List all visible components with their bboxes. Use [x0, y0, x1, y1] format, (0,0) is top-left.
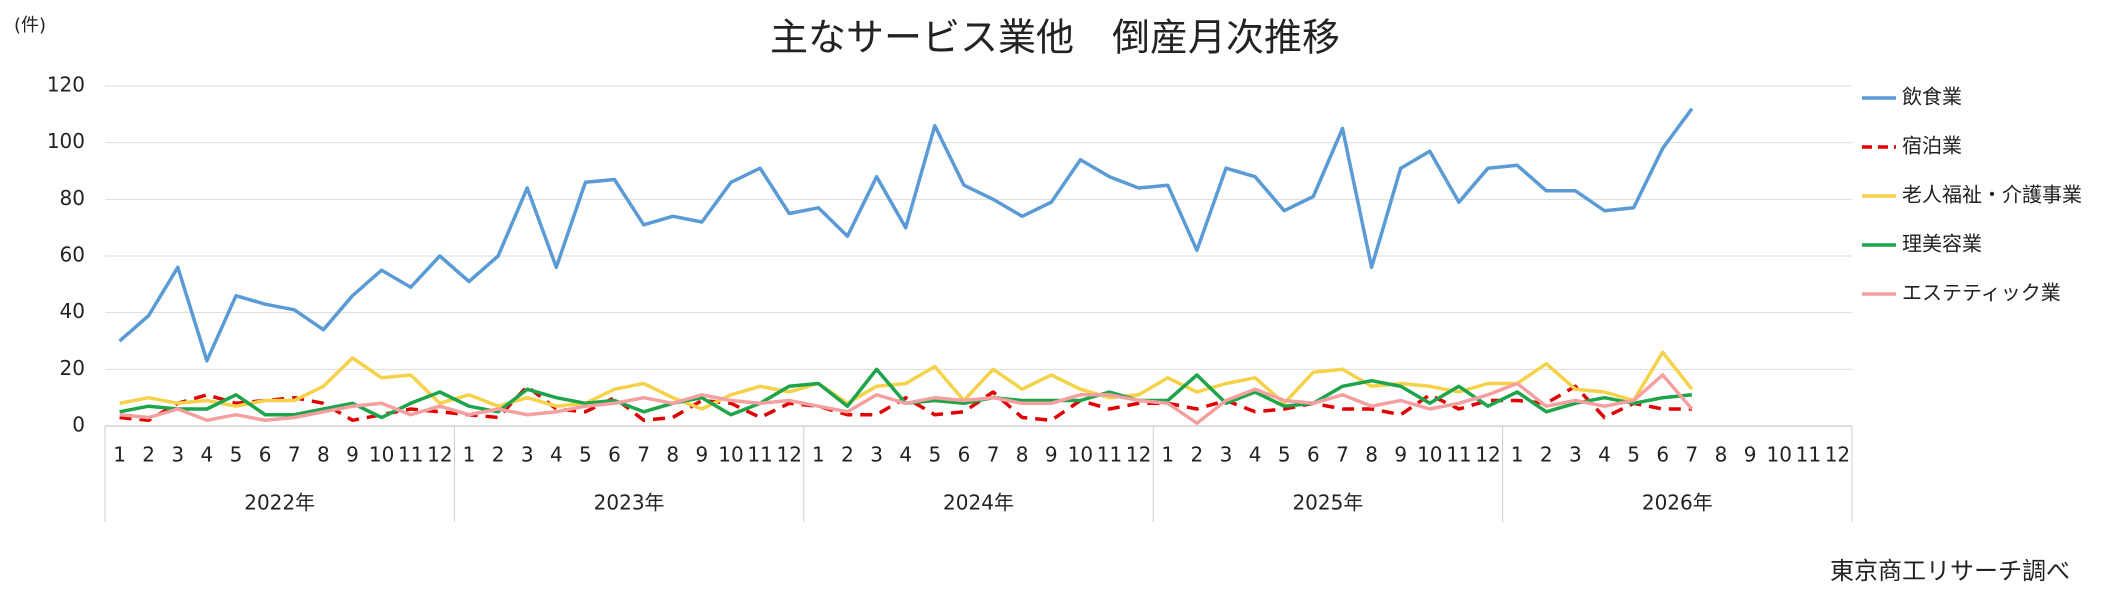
x-tick-label: 8	[317, 443, 330, 467]
x-tick-label: 8	[666, 443, 679, 467]
year-label: 2024年	[943, 491, 1014, 515]
y-tick-label: 100	[47, 129, 85, 153]
x-tick-label: 1	[463, 443, 476, 467]
x-tick-label: 7	[987, 443, 1000, 467]
x-tick-label: 4	[1598, 443, 1611, 467]
x-tick-label: 3	[1220, 443, 1233, 467]
x-tick-label: 7	[288, 443, 301, 467]
series-line	[119, 384, 1692, 423]
x-tick-label: 4	[1249, 443, 1262, 467]
chart-title: 主なサービス業他 倒産月次推移	[770, 16, 1340, 60]
x-tick-label: 7	[1685, 443, 1698, 467]
x-tick-label: 10	[369, 443, 394, 467]
x-tick-label: 12	[1825, 443, 1850, 467]
x-tick-label: 12	[1475, 443, 1500, 467]
x-tick-label: 1	[113, 443, 126, 467]
x-tick-label: 1	[1511, 443, 1524, 467]
x-tick-label: 6	[259, 443, 272, 467]
x-tick-label: 9	[346, 443, 359, 467]
x-tick-label: 8	[1715, 443, 1728, 467]
x-tick-label: 8	[1365, 443, 1378, 467]
x-tick-label: 7	[1336, 443, 1349, 467]
x-tick-label: 2	[1191, 443, 1204, 467]
x-tick-label: 12	[777, 443, 802, 467]
y-tick-label: 20	[60, 356, 85, 380]
x-tick-label: 3	[171, 443, 184, 467]
x-tick-label: 3	[870, 443, 883, 467]
x-tick-label: 3	[1569, 443, 1582, 467]
y-tick-label: 80	[60, 186, 85, 210]
x-tick-label: 8	[1016, 443, 1029, 467]
legend-label: 宿泊業	[1902, 134, 1962, 158]
legend-label: 飲食業	[1902, 85, 1962, 109]
x-tick-label: 2	[841, 443, 854, 467]
x-tick-label: 4	[201, 443, 214, 467]
x-tick-label: 1	[1161, 443, 1174, 467]
x-tick-label: 4	[550, 443, 563, 467]
year-label: 2025年	[1292, 491, 1363, 515]
x-tick-label: 2	[142, 443, 155, 467]
y-tick-label: 0	[72, 413, 85, 437]
x-tick-label: 10	[1068, 443, 1093, 467]
unit-label: (件)	[14, 15, 46, 36]
x-tick-label: 2	[1540, 443, 1553, 467]
year-label: 2022年	[244, 491, 315, 515]
series-line	[119, 350, 1694, 411]
x-tick-label: 5	[1278, 443, 1291, 467]
x-tick-label: 11	[398, 443, 423, 467]
y-tick-label: 60	[60, 243, 85, 267]
x-tick-label: 6	[958, 443, 971, 467]
x-tick-label: 11	[1796, 443, 1821, 467]
x-tick-label: 12	[427, 443, 452, 467]
legend-label: エステティック業	[1902, 281, 2061, 305]
x-tick-label: 9	[1394, 443, 1407, 467]
legend-label: 理美容業	[1902, 232, 1982, 256]
year-label: 2026年	[1642, 491, 1713, 515]
x-tick-label: 11	[1446, 443, 1471, 467]
x-tick-label: 12	[1126, 443, 1151, 467]
legend-label: 老人福祉・介護事業	[1902, 183, 2082, 207]
year-label: 2023年	[594, 491, 665, 515]
x-tick-label: 11	[1097, 443, 1122, 467]
x-tick-label: 7	[637, 443, 650, 467]
x-tick-label: 11	[747, 443, 772, 467]
series-line	[119, 367, 1693, 420]
series-line	[118, 107, 1694, 363]
x-tick-label: 6	[608, 443, 621, 467]
x-tick-label: 9	[696, 443, 709, 467]
x-tick-label: 10	[1766, 443, 1791, 467]
x-tick-label: 9	[1045, 443, 1058, 467]
x-tick-label: 1	[812, 443, 825, 467]
x-tick-label: 5	[579, 443, 592, 467]
x-tick-label: 10	[718, 443, 743, 467]
x-tick-label: 10	[1417, 443, 1442, 467]
x-tick-label: 5	[1627, 443, 1640, 467]
series-line	[119, 373, 1694, 425]
y-tick-label: 40	[60, 299, 85, 323]
x-tick-label: 6	[1656, 443, 1669, 467]
x-tick-label: 6	[1307, 443, 1320, 467]
x-tick-label: 3	[521, 443, 534, 467]
x-tick-label: 2	[492, 443, 505, 467]
x-tick-label: 9	[1744, 443, 1757, 467]
source: 東京商工リサーチ調べ	[1830, 557, 2070, 585]
x-tick-label: 5	[230, 443, 243, 467]
x-tick-label: 4	[899, 443, 912, 467]
x-tick-label: 5	[928, 443, 941, 467]
y-tick-label: 120	[47, 73, 85, 97]
